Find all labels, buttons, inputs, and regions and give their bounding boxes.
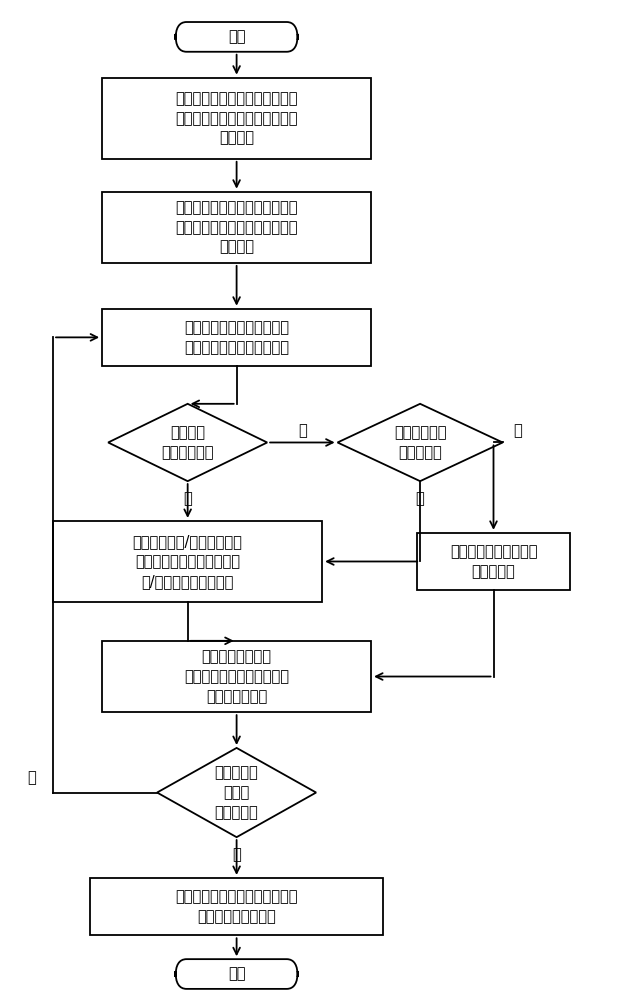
Bar [417,533,570,590]
Text: 是否优先执行
下降过程？: 是否优先执行 下降过程？ [394,425,446,460]
Polygon shape [337,404,503,481]
Text: 根据进场程序计算航迹起始点到
目的机场的高度剖面: 根据进场程序计算航迹起始点到 目的机场的高度剖面 [175,889,298,924]
Polygon shape [157,748,316,837]
Text: 计算航迹起始点到
高度限制点的高度剖面，并
更新航迹起始点: 计算航迹起始点到 高度限制点的高度剖面，并 更新航迹起始点 [184,649,289,704]
Text: 计算航迹起始点到下一高度
限制点前一扇区的高度剖面: 计算航迹起始点到下一高度 限制点前一扇区的高度剖面 [184,320,289,355]
Text: 否: 否 [416,492,425,507]
Text: 确定先执行下降过程，
再保持平飞: 确定先执行下降过程， 再保持平飞 [450,544,538,579]
Text: 获取飞行计划、空域扇区结构、
进离场程序、航路点高度限制等
基础信息: 获取飞行计划、空域扇区结构、 进离场程序、航路点高度限制等 基础信息 [175,91,298,146]
Bar [102,309,371,366]
Text: 根据所需爬升/下降距离和扇
区边界关系，确定平飞和爬
升/下降过程的先后顺序: 根据所需爬升/下降距离和扇 区边界关系，确定平飞和爬 升/下降过程的先后顺序 [133,534,242,589]
Text: 是: 是 [232,848,241,863]
Bar [53,521,322,602]
Text: 结束: 结束 [228,967,246,982]
Bar [102,641,371,712]
Text: 是否存在
高低扇区转换: 是否存在 高低扇区转换 [161,425,214,460]
Polygon shape [108,404,267,481]
Text: 否: 否 [184,492,192,507]
Text: 否: 否 [27,770,36,785]
FancyBboxPatch shape [175,22,298,52]
Text: 是: 是 [298,423,307,438]
Text: 根据离场程序计算起飞机场到第
一个航路点的高度剖面，更新航
迹起始点: 根据离场程序计算起飞机场到第 一个航路点的高度剖面，更新航 迹起始点 [175,200,298,255]
Text: 开始: 开始 [228,29,246,44]
FancyBboxPatch shape [175,959,298,989]
Bar [90,878,383,935]
Text: 是: 是 [513,423,522,438]
Bar [102,192,371,263]
Bar [102,78,371,159]
Text: 航迹起始点
是否为
最后航路点: 航迹起始点 是否为 最后航路点 [215,765,259,820]
